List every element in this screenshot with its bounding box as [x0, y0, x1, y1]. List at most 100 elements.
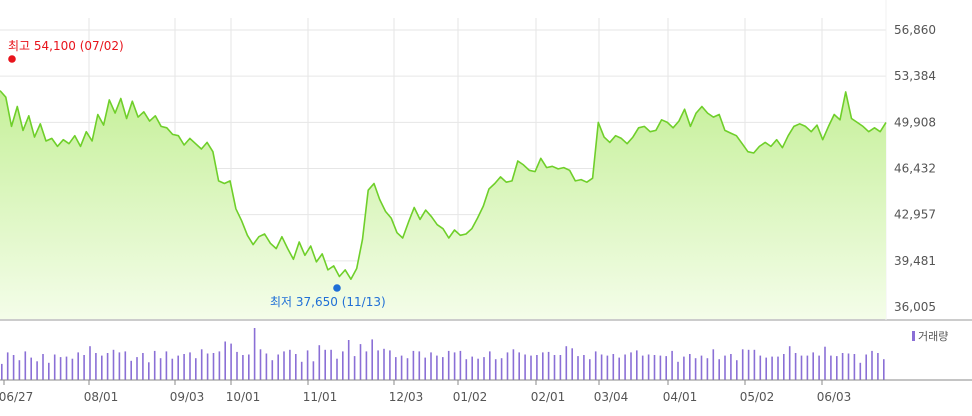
- volume-bar: [312, 361, 315, 380]
- price-tick-label: 39,481: [894, 254, 936, 268]
- volume-bar: [747, 349, 750, 380]
- volume-bar: [77, 352, 79, 380]
- volume-bar: [806, 355, 809, 380]
- volume-bar: [712, 349, 715, 380]
- volume-bar: [295, 354, 297, 380]
- volume-bar: [300, 361, 303, 380]
- volume-bar: [700, 355, 703, 380]
- annotations: 최고 54,100 (07/02) 최저 37,650 (11/13): [8, 39, 386, 309]
- volume-bar: [342, 351, 344, 380]
- low-marker: [333, 284, 341, 292]
- volume-bar: [812, 352, 814, 380]
- date-tick-label: 10/01: [226, 390, 261, 404]
- volume-bar: [48, 362, 50, 380]
- volume-bar: [612, 354, 615, 380]
- price-tick-label: 56,860: [894, 23, 936, 37]
- date-tick-label: 06/27: [0, 390, 33, 404]
- volume-bar: [553, 355, 556, 380]
- volume-bar: [436, 355, 438, 380]
- volume-bar: [694, 358, 697, 380]
- volume-bar: [71, 358, 74, 380]
- volume-bar: [130, 360, 132, 380]
- volume-bar: [447, 350, 450, 380]
- volume-bar: [124, 351, 127, 380]
- volume-bar: [218, 351, 221, 380]
- volume-bar: [589, 359, 591, 380]
- volume-bar: [565, 346, 568, 380]
- volume-bar: [512, 349, 515, 380]
- volume-bar: [518, 352, 520, 380]
- volume-bar: [477, 358, 479, 380]
- volume-bar: [400, 355, 403, 380]
- volume-bar: [248, 354, 250, 380]
- volume-bar: [195, 358, 197, 380]
- volume-bar: [1, 363, 3, 380]
- volume-bar: [265, 353, 268, 380]
- volume-bar: [89, 346, 91, 380]
- volume-bar: [542, 352, 544, 380]
- volume-bar: [359, 344, 362, 380]
- price-tick-label: 36,005: [894, 300, 936, 314]
- volume-legend-swatch: [912, 331, 915, 341]
- volume-bar: [871, 350, 873, 380]
- date-tick-label: 09/03: [170, 390, 205, 404]
- volume-bar: [159, 358, 162, 380]
- volume-bar: [112, 349, 115, 380]
- volume-bar: [183, 354, 185, 380]
- volume-bar: [318, 345, 321, 380]
- volume-bar: [412, 350, 415, 380]
- price-tick-label: 46,432: [894, 162, 936, 176]
- volume-bar: [783, 354, 785, 380]
- date-tick-label: 05/02: [740, 390, 775, 404]
- volume-bar: [206, 353, 209, 380]
- volume-bar: [500, 358, 503, 380]
- volume-bar: [224, 341, 226, 380]
- volume-bar: [36, 361, 38, 380]
- volume-bar: [347, 340, 350, 380]
- volume-bar: [465, 359, 468, 380]
- date-tick-label: 04/01: [663, 390, 698, 404]
- volume-bar: [859, 362, 862, 380]
- date-tick-label: 06/03: [817, 390, 852, 404]
- price-axis: 56,860 53,384 49,908 46,432 42,957 39,481 36,0…: [894, 23, 936, 314]
- volume-bar: [153, 350, 156, 380]
- volume-bar: [142, 353, 144, 380]
- volume-bar: [771, 356, 773, 380]
- volume-bar: [841, 353, 844, 380]
- volume-bar: [136, 357, 138, 380]
- volume-bar: [583, 355, 585, 380]
- volume-bar: [536, 355, 538, 380]
- volume-bars: [1, 328, 885, 380]
- volume-bar: [606, 355, 609, 380]
- volume-bar: [189, 352, 191, 380]
- price-tick-label: 49,908: [894, 115, 936, 129]
- volume-bar: [736, 360, 738, 380]
- volume-bar: [600, 354, 603, 380]
- volume-bar: [653, 355, 656, 380]
- volume-bar: [236, 351, 238, 380]
- price-tick-label: 53,384: [894, 69, 936, 83]
- volume-bar: [877, 353, 879, 380]
- volume-bar: [624, 354, 626, 380]
- date-tick-label: 11/01: [303, 390, 338, 404]
- volume-bar: [200, 349, 203, 380]
- volume-bar: [847, 353, 850, 380]
- volume-bar: [24, 351, 27, 380]
- volume-bar: [794, 353, 797, 380]
- volume-bar: [177, 355, 179, 380]
- volume-bar: [730, 354, 732, 380]
- volume-bar: [547, 351, 550, 380]
- volume-bar: [471, 356, 473, 380]
- volume-bar: [483, 357, 485, 380]
- volume-bar: [259, 349, 262, 380]
- volume-bar: [30, 357, 32, 380]
- volume-bar: [741, 349, 744, 380]
- volume-bar: [671, 350, 673, 380]
- volume-bar: [453, 352, 456, 380]
- volume-bar: [277, 354, 279, 380]
- volume-bar: [389, 350, 391, 380]
- volume-bar: [424, 357, 426, 380]
- volume-bar: [824, 346, 826, 380]
